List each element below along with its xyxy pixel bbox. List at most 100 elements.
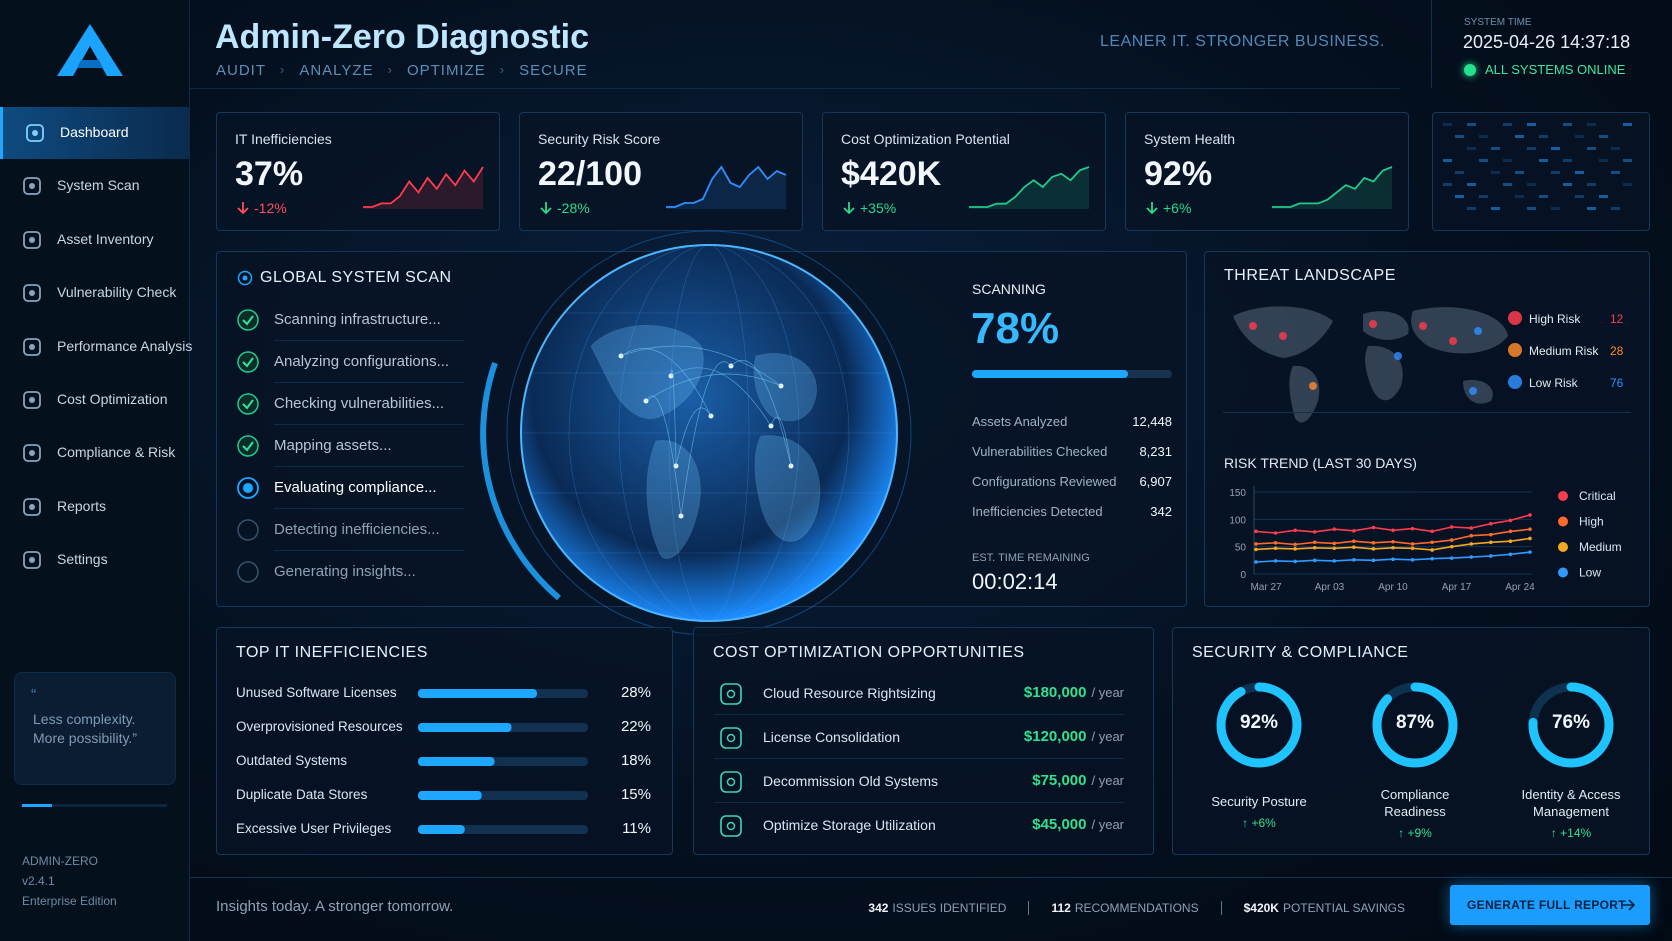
decor-cell xyxy=(1563,183,1572,186)
nav-item[interactable]: Settings xyxy=(0,534,190,586)
nav-item[interactable]: Compliance & Risk xyxy=(0,427,190,479)
trend-point xyxy=(1273,531,1278,535)
donut xyxy=(1216,682,1302,768)
sparkline-area xyxy=(363,167,483,209)
amount-unit: / year xyxy=(1091,773,1124,788)
decor-cell xyxy=(1467,207,1476,210)
decor-cell xyxy=(1551,207,1560,210)
decor-cell xyxy=(1539,159,1548,162)
metric-change: ↑ +9% xyxy=(1375,826,1455,840)
step-icon xyxy=(237,519,259,541)
header-rule xyxy=(190,88,1400,89)
cost-icon xyxy=(720,683,742,705)
breadcrumb-sep: › xyxy=(280,62,286,77)
change-arrow: ↑ xyxy=(1242,816,1252,830)
nav-item[interactable]: Vulnerability Check xyxy=(0,267,190,319)
cost-label: Optimize Storage Utilization xyxy=(763,817,936,833)
row-rule xyxy=(714,714,1124,715)
level-icon xyxy=(1508,375,1522,389)
report-button[interactable]: GENERATE FULL REPORT xyxy=(1450,885,1650,925)
link xyxy=(730,360,792,467)
button-label: GENERATE FULL REPORT xyxy=(1467,898,1626,912)
amount-unit: / year xyxy=(1091,817,1124,832)
icon-dot xyxy=(32,130,38,136)
kpi-change: +35% xyxy=(860,200,897,216)
sparkline-line xyxy=(363,166,484,208)
level-label: Medium Risk xyxy=(1529,344,1599,358)
nav-icon xyxy=(23,391,41,409)
nav-item[interactable]: Performance Analysis xyxy=(0,321,192,373)
decor-cell xyxy=(1599,135,1608,138)
link xyxy=(645,373,782,402)
kpi-value: $420K xyxy=(841,155,942,193)
nav-item[interactable]: System Scan xyxy=(0,160,190,212)
icon-dot xyxy=(29,503,35,510)
decor-cell xyxy=(1563,159,1572,162)
icon-shape xyxy=(23,391,41,409)
risk-chart: 0 50 100 150 Mar 27 Apr 03 Apr 10 Apr 17 Apr 24 C… xyxy=(1229,486,1622,593)
change-arrow: ↑ xyxy=(1398,826,1408,840)
stat-value: 342 xyxy=(1150,504,1172,519)
breadcrumb: AUDIT › ANALYZE › OPTIMIZE › SECURE xyxy=(216,62,588,79)
arrow-shape xyxy=(1623,899,1636,911)
level-count: 76 xyxy=(1610,376,1624,390)
legend-label: Medium xyxy=(1579,540,1622,554)
nav-item[interactable]: Reports xyxy=(0,481,190,533)
nav-item[interactable]: Dashboard xyxy=(0,107,190,159)
arrow-shape xyxy=(540,202,552,215)
trend-point xyxy=(1293,547,1297,551)
hotspot xyxy=(1279,332,1287,340)
nav-icon xyxy=(23,177,41,196)
step-icon xyxy=(237,477,259,499)
metric-name: Identity & Access Management xyxy=(1521,787,1621,819)
sparkline-line xyxy=(1272,166,1393,208)
legend-label: Low xyxy=(1579,566,1601,580)
bar-fill xyxy=(418,791,482,800)
kpi-card: Cost Optimization Potential $420K +35% xyxy=(822,112,1106,231)
step-label: Scanning infrastructure... xyxy=(274,311,441,328)
level-count: 12 xyxy=(1610,312,1624,326)
cost-panel: COST OPTIMIZATION OPPORTUNITIES Cloud Res… xyxy=(693,627,1154,855)
nav-label: Dashboard xyxy=(60,124,129,140)
breadcrumb-step: OPTIMIZE xyxy=(406,62,486,79)
donut-value: 76% xyxy=(1551,712,1591,733)
version-info: Enterprise Edition xyxy=(22,894,117,908)
bar-fill xyxy=(418,825,465,834)
nav-icon xyxy=(23,551,41,570)
sparkline-area xyxy=(666,167,786,209)
progress-fill xyxy=(972,370,1128,378)
system-status: ALL SYSTEMS ONLINE xyxy=(1485,62,1626,77)
panel-title: TOP IT INEFFICIENCIES xyxy=(236,644,428,661)
level-icon xyxy=(1508,343,1522,357)
level-dot xyxy=(1508,343,1522,357)
nav-item[interactable]: Asset Inventory xyxy=(0,214,190,266)
panel-title: SECURITY & COMPLIANCE xyxy=(1192,644,1409,661)
nav-item[interactable]: Cost Optimization xyxy=(0,374,190,426)
decor-cell xyxy=(1623,183,1632,186)
scan-status: SCANNING xyxy=(972,281,1046,297)
stat-label: RECOMMENDATIONS xyxy=(1074,901,1199,915)
step-icon xyxy=(237,309,259,331)
decor-cell xyxy=(1467,183,1476,186)
decor-cell xyxy=(1515,195,1524,198)
logo xyxy=(57,24,123,76)
decor-cell xyxy=(1611,147,1620,150)
stat-divider xyxy=(1028,901,1030,915)
trend-point xyxy=(1410,542,1415,546)
meridian xyxy=(618,244,800,622)
step-check xyxy=(242,441,254,452)
icon-dot xyxy=(29,450,35,457)
decor-cell xyxy=(1599,159,1608,162)
hotspot xyxy=(1449,337,1457,345)
bar xyxy=(418,757,588,766)
step-ring xyxy=(237,393,259,415)
kpi-change: -28% xyxy=(557,200,590,216)
sparkline-line xyxy=(969,166,1090,208)
step-rule xyxy=(274,382,464,383)
link xyxy=(645,395,682,517)
tagline: LEANER IT. STRONGER BUSINESS. xyxy=(1100,33,1385,50)
icon-shape xyxy=(23,497,41,516)
trend-point xyxy=(1254,547,1258,552)
metric-name: Security Posture xyxy=(1211,794,1307,809)
icon-shape xyxy=(23,551,41,570)
